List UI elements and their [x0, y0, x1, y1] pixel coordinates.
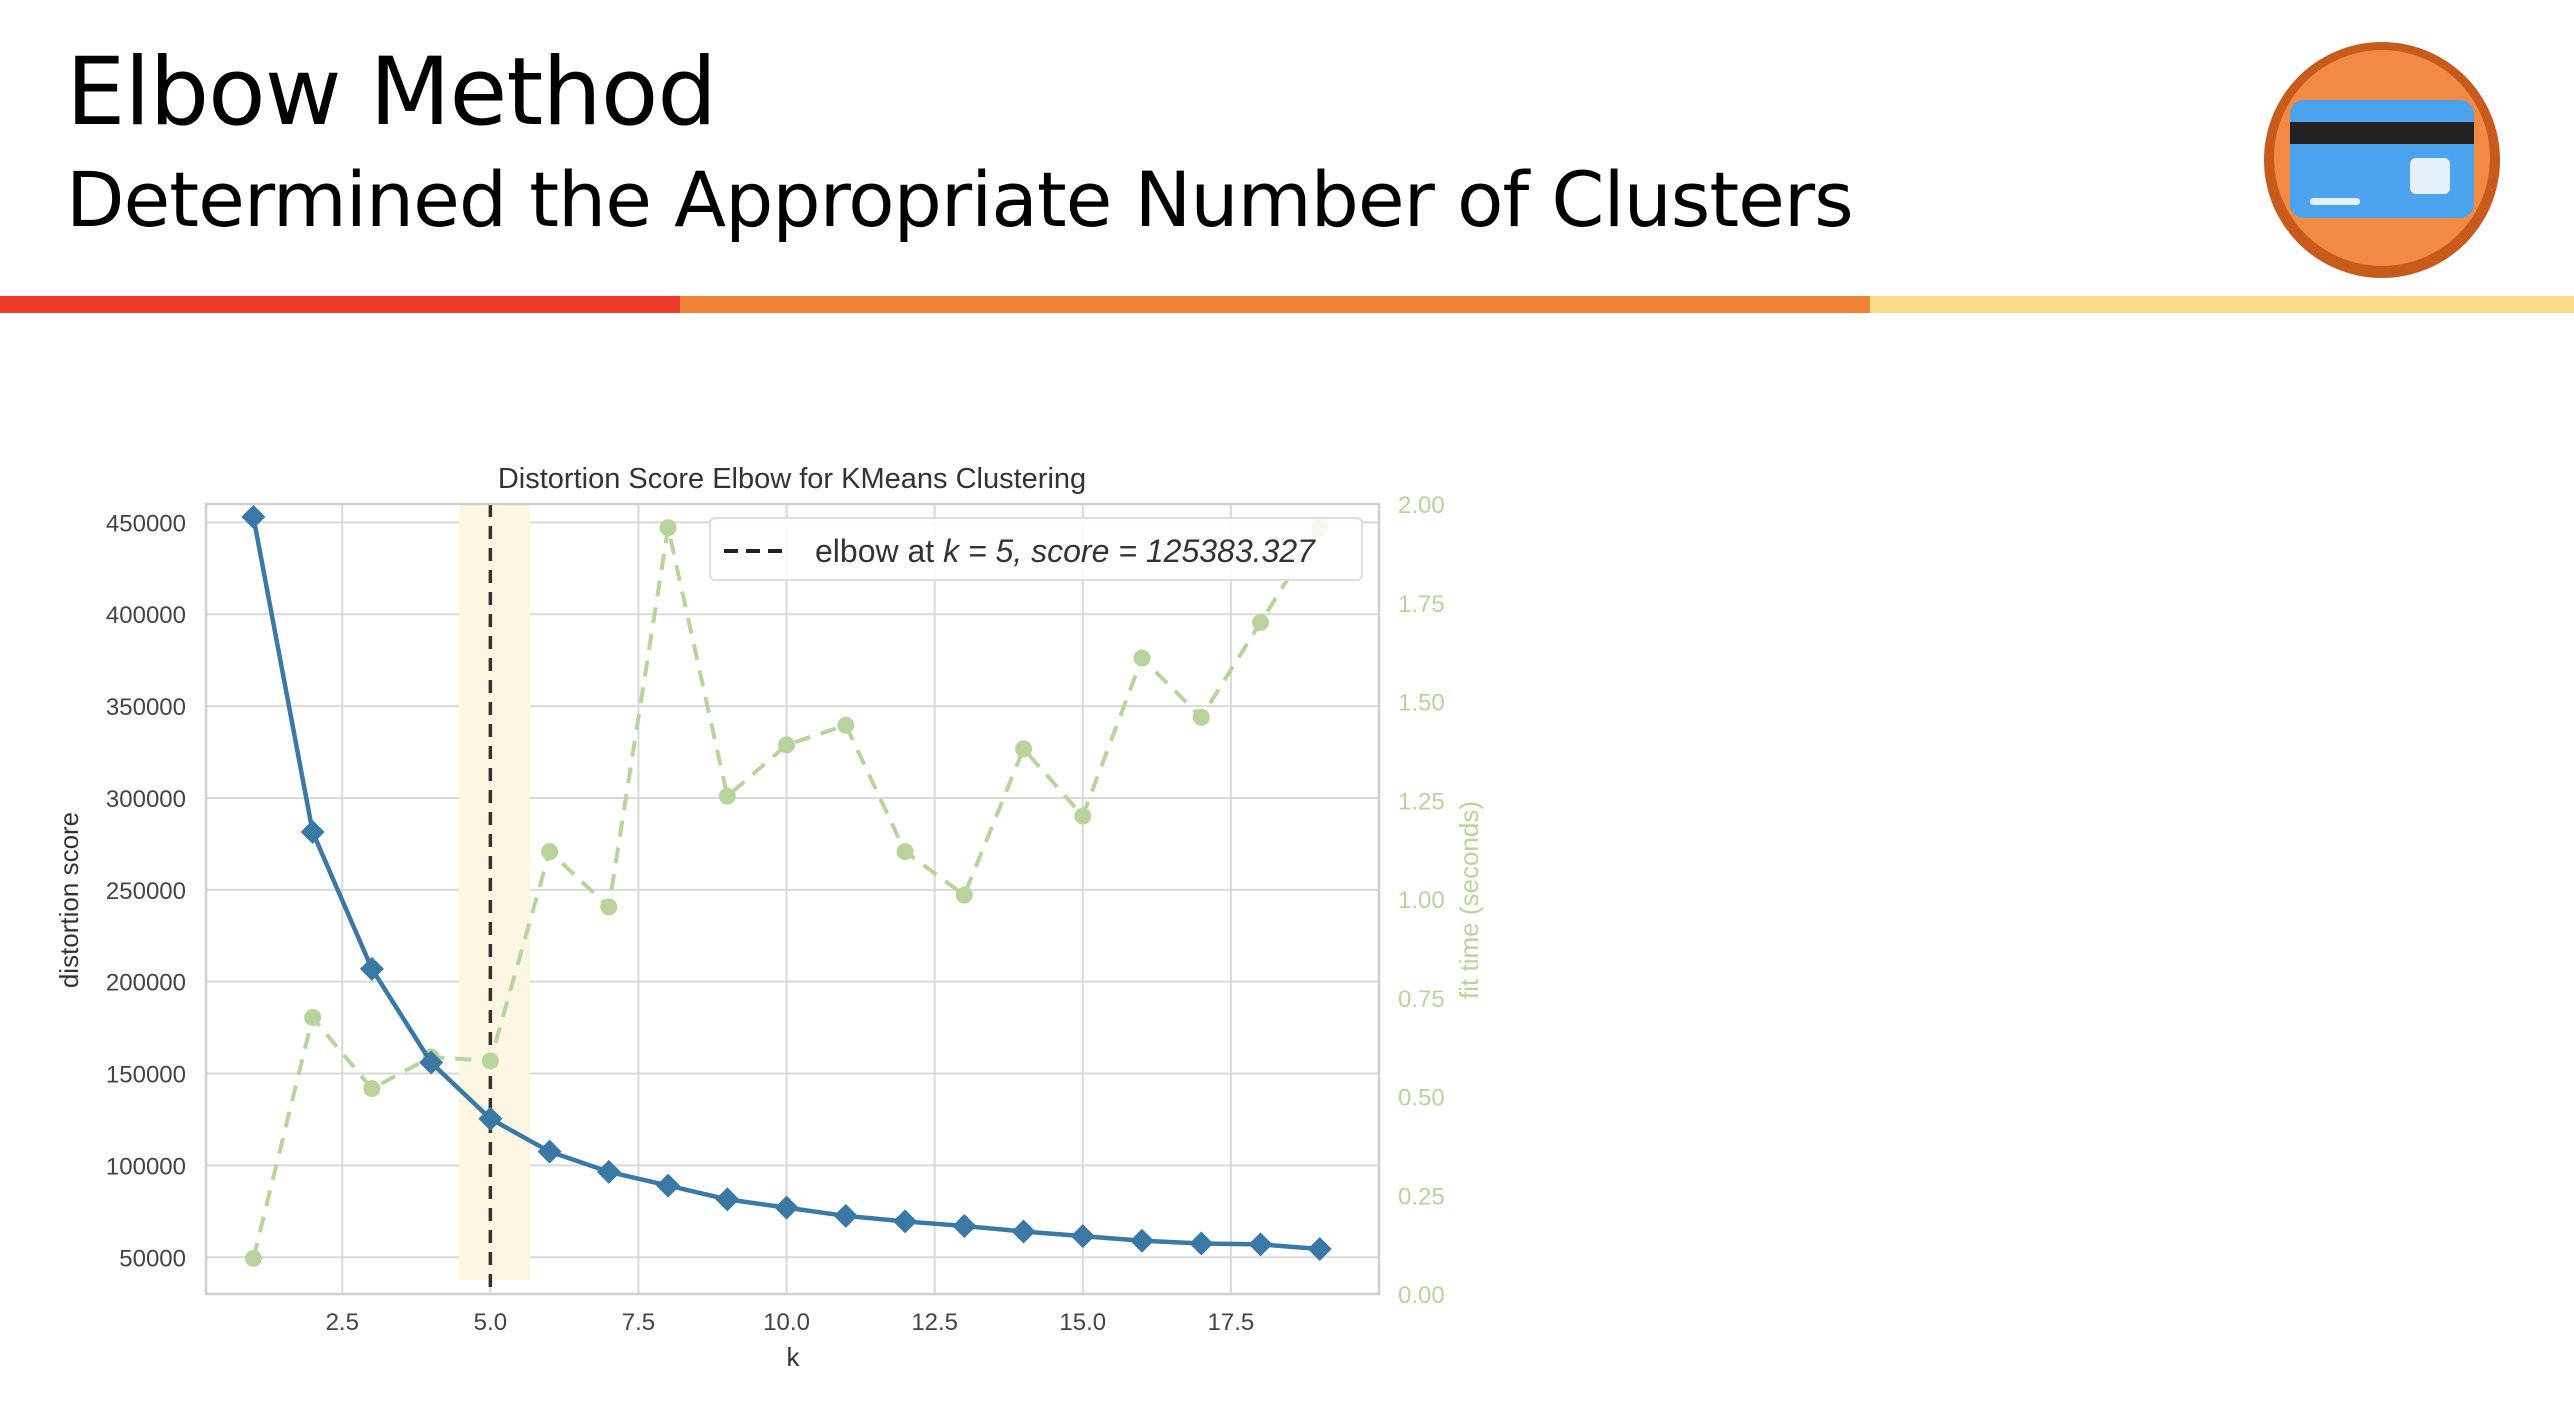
distortion-point	[893, 1209, 918, 1234]
legend-label: elbow at k = 5, score = 125383.327	[815, 533, 1316, 569]
accent-bar-red	[0, 296, 680, 313]
fit-time-point	[244, 1249, 262, 1267]
distortion-point	[952, 1214, 977, 1239]
fit-time-point	[1192, 708, 1210, 726]
grid-lines	[206, 504, 1379, 1294]
y-tick-label: 200000	[106, 970, 186, 997]
x-tick-label: 7.5	[622, 1309, 655, 1336]
distortion-point	[1248, 1232, 1273, 1257]
y-tick-label: 300000	[106, 786, 186, 813]
fit-time-point	[363, 1080, 381, 1098]
accent-bar-orange	[680, 296, 1870, 313]
fit-time-point	[837, 716, 855, 734]
fit-time-point	[718, 787, 736, 805]
legend-label-prefix: elbow at	[815, 533, 943, 569]
y-tick-label: 100000	[106, 1153, 186, 1180]
y2-tick-label: 0.00	[1398, 1282, 1445, 1309]
accent-bar-yellow	[1870, 296, 2574, 313]
fit-time-point	[304, 1009, 322, 1026]
x-tick-label: 17.5	[1208, 1309, 1255, 1336]
y2-axis-label: fit time (seconds)	[1454, 801, 1484, 999]
distortion-point	[478, 1106, 503, 1131]
distortion-point	[774, 1195, 799, 1220]
y2-tick-label: 0.75	[1398, 986, 1445, 1013]
distortion-point	[419, 1050, 444, 1075]
y-tick-label: 150000	[106, 1062, 186, 1089]
distortion-point	[359, 956, 384, 981]
legend: elbow at k = 5, score = 125383.327	[709, 517, 1363, 581]
fit-time-point	[541, 843, 559, 861]
y2-tick-label: 1.75	[1398, 591, 1445, 618]
y2-tick-labels: 0.00 0.25 0.50 0.75 1.00 1.25 1.50 1.75 2.00	[1398, 492, 1445, 1309]
y2-tick-label: 1.00	[1398, 887, 1445, 914]
y2-tick-label: 0.50	[1398, 1085, 1445, 1112]
distortion-point	[241, 504, 266, 529]
y-tick-label: 250000	[106, 878, 186, 905]
y-tick-label: 450000	[106, 510, 186, 537]
distortion-point	[715, 1187, 740, 1212]
distortion-point	[1307, 1236, 1332, 1261]
logo-card-line	[2310, 198, 2360, 205]
logo-card-stripe	[2290, 122, 2474, 144]
x-tick-label: 12.5	[911, 1309, 958, 1336]
distortion-point	[1189, 1231, 1214, 1256]
fit-time-point	[778, 736, 796, 754]
legend-label-k: k = 5,	[943, 533, 1031, 569]
slide-title: Elbow Method	[66, 38, 717, 147]
y-tick-label: 400000	[106, 602, 186, 629]
distortion-point	[1070, 1224, 1095, 1249]
fit-time-point	[1074, 807, 1092, 825]
fit-time-point	[955, 886, 973, 904]
distortion-point	[537, 1139, 562, 1164]
x-tick-label: 10.0	[763, 1309, 810, 1336]
elbow-chart: Distortion Score Elbow for KMeans Cluste…	[54, 463, 1484, 1372]
elbow-band	[459, 504, 530, 1280]
distortion-point	[1011, 1219, 1036, 1244]
y2-tick-label: 1.50	[1398, 690, 1445, 717]
legend-label-score: score = 125383.327	[1031, 533, 1316, 569]
distortion-point	[596, 1159, 621, 1184]
y2-tick-label: 0.25	[1398, 1183, 1445, 1210]
distortion-point	[656, 1173, 681, 1198]
fit-time-points	[244, 519, 1329, 1267]
plot-frame	[204, 502, 1381, 1296]
y-axis-label: distortion score	[54, 812, 84, 988]
fit-time-point	[659, 519, 677, 537]
fit-time-point	[1015, 740, 1033, 758]
chart-title: Distortion Score Elbow for KMeans Cluste…	[498, 463, 1086, 495]
x-tick-label: 2.5	[326, 1309, 359, 1336]
fit-time-point	[481, 1052, 499, 1070]
slide-subtitle: Determined the Appropriate Number of Clu…	[66, 155, 1854, 244]
distortion-point	[300, 819, 325, 844]
y2-tick-label: 2.00	[1398, 492, 1445, 519]
logo-card-chip	[2410, 158, 2450, 194]
x-axis-label: k	[787, 1342, 801, 1372]
distortion-points	[241, 504, 1332, 1261]
x-tick-labels: 2.5 5.0 7.5 10.0 12.5 15.0 17.5	[326, 1309, 1255, 1336]
fit-time-point	[1252, 614, 1270, 631]
x-tick-label: 15.0	[1059, 1309, 1106, 1336]
credit-card-icon	[2264, 42, 2500, 278]
y-tick-labels: 50000 100000 150000 200000 250000 300000 35000…	[106, 510, 186, 1272]
fit-time-point	[896, 843, 914, 861]
y2-tick-label: 1.25	[1398, 788, 1445, 815]
y-tick-label: 350000	[106, 694, 186, 721]
fit-time-point	[600, 898, 618, 916]
distortion-point	[1130, 1228, 1155, 1253]
y-tick-label: 50000	[119, 1245, 186, 1272]
legend-box	[709, 517, 1363, 581]
fit-time-point	[1133, 649, 1151, 667]
x-tick-label: 5.0	[474, 1309, 507, 1336]
distortion-point	[833, 1203, 858, 1228]
